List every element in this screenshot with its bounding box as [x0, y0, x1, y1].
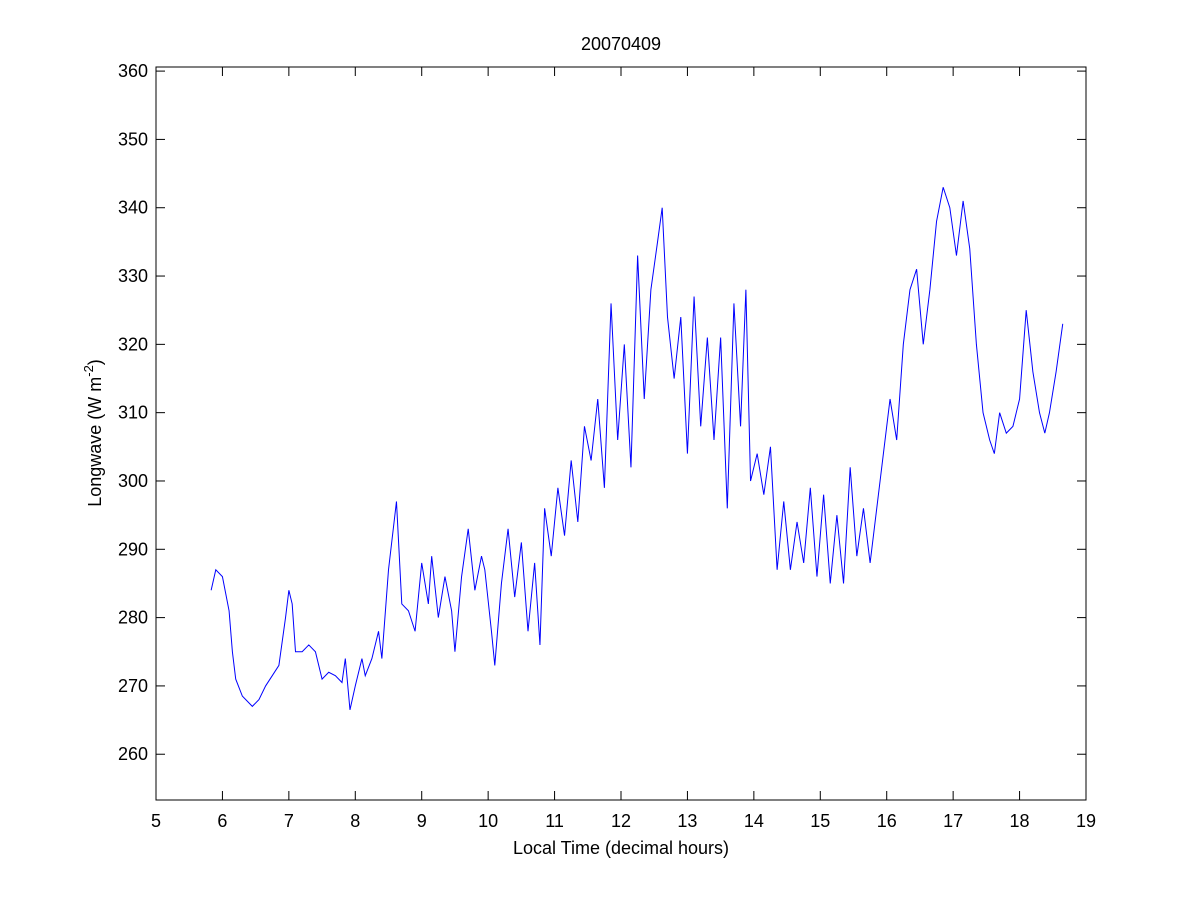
x-tick-label: 15 — [810, 811, 830, 831]
x-tick-label: 13 — [677, 811, 697, 831]
y-label-text: Longwave (W m — [85, 377, 105, 507]
x-tick-label: 6 — [217, 811, 227, 831]
x-tick-label: 11 — [545, 811, 564, 831]
y-tick-label: 320 — [118, 334, 148, 354]
x-tick-label: 18 — [1010, 811, 1030, 831]
y-label-sup: -2 — [81, 365, 96, 377]
y-tick-label: 300 — [118, 471, 148, 491]
x-tick-label: 19 — [1076, 811, 1096, 831]
chart-title: 20070409 — [581, 34, 661, 54]
x-tick-label: 5 — [151, 811, 161, 831]
y-label-tail: ) — [85, 359, 105, 365]
x-tick-label: 9 — [417, 811, 427, 831]
y-tick-label: 360 — [118, 61, 148, 81]
x-tick-label: 7 — [284, 811, 294, 831]
y-tick-label: 310 — [118, 403, 148, 423]
data-line — [210, 187, 1064, 710]
y-axis-label: Longwave (W m-2) — [81, 359, 105, 507]
x-tick-label: 14 — [744, 811, 764, 831]
x-tick-label: 16 — [877, 811, 897, 831]
x-tick-label: 17 — [943, 811, 963, 831]
y-tick-label: 280 — [118, 608, 148, 628]
y-tick-label: 350 — [118, 129, 148, 149]
y-tick-label: 330 — [118, 266, 148, 286]
y-tick-label: 260 — [118, 744, 148, 764]
y-tick-label: 290 — [118, 539, 148, 559]
x-tick-label: 10 — [478, 811, 498, 831]
x-axis-label: Local Time (decimal hours) — [513, 838, 729, 858]
y-tick-label: 340 — [118, 198, 148, 218]
x-tick-label: 12 — [611, 811, 631, 831]
x-tick-label: 8 — [350, 811, 360, 831]
y-tick-label: 270 — [118, 676, 148, 696]
